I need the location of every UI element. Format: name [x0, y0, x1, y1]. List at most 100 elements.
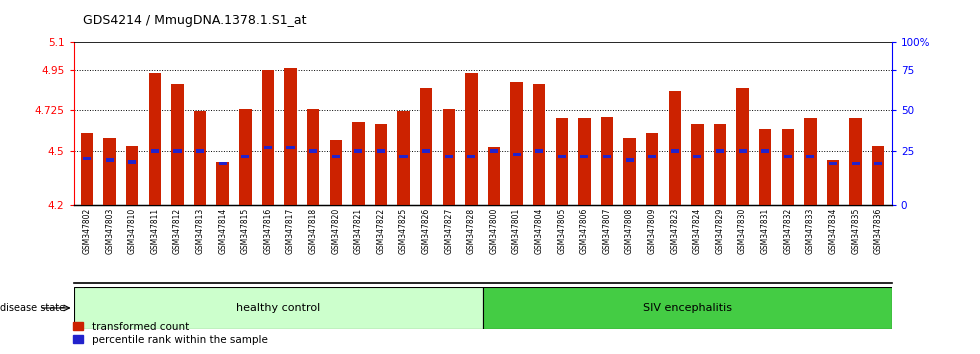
Bar [286, 146, 295, 149]
Bar [262, 70, 274, 205]
Text: GSM347808: GSM347808 [625, 208, 634, 254]
Text: GSM347834: GSM347834 [828, 208, 838, 254]
Text: GSM347814: GSM347814 [219, 208, 227, 254]
Bar [670, 149, 679, 153]
Text: healthy control: healthy control [236, 303, 320, 313]
Bar [374, 124, 387, 205]
Bar [397, 111, 410, 205]
Text: GSM347821: GSM347821 [354, 208, 363, 254]
Bar [217, 162, 229, 205]
Bar [668, 91, 681, 205]
Bar [352, 122, 365, 205]
Bar [329, 140, 342, 205]
Text: GSM347820: GSM347820 [331, 208, 340, 254]
Bar [716, 149, 724, 153]
Bar [307, 109, 319, 205]
Bar [445, 155, 453, 158]
Bar [309, 149, 318, 153]
Text: GSM347802: GSM347802 [82, 208, 91, 254]
Bar [284, 68, 297, 205]
Bar [74, 287, 482, 329]
Bar [623, 138, 636, 205]
Text: GSM347824: GSM347824 [693, 208, 702, 254]
Bar [850, 119, 861, 205]
Text: GSM347804: GSM347804 [535, 208, 544, 254]
Text: GSM347809: GSM347809 [648, 208, 657, 254]
Bar [80, 133, 93, 205]
Bar [467, 155, 475, 158]
Bar [805, 119, 816, 205]
Text: GDS4214 / MmugDNA.1378.1.S1_at: GDS4214 / MmugDNA.1378.1.S1_at [83, 14, 307, 27]
Text: GSM347835: GSM347835 [852, 208, 860, 254]
Text: GSM347806: GSM347806 [580, 208, 589, 254]
Bar [488, 147, 500, 205]
Bar [377, 149, 385, 153]
Text: GSM347829: GSM347829 [715, 208, 724, 254]
Bar [535, 149, 543, 153]
Text: GSM347811: GSM347811 [150, 208, 160, 254]
Bar [241, 155, 249, 158]
Text: GSM347823: GSM347823 [670, 208, 679, 254]
Bar [601, 117, 613, 205]
Text: GSM347818: GSM347818 [309, 208, 318, 254]
Bar [533, 84, 546, 205]
Bar [83, 157, 91, 160]
Bar [556, 119, 568, 205]
Bar [691, 124, 704, 205]
Bar [104, 138, 116, 205]
Bar [219, 162, 226, 165]
Text: GSM347801: GSM347801 [513, 208, 521, 254]
Text: GSM347817: GSM347817 [286, 208, 295, 254]
Legend: transformed count, percentile rank within the sample: transformed count, percentile rank withi… [69, 317, 271, 349]
Bar [422, 149, 430, 153]
Bar [603, 155, 611, 158]
Bar [807, 155, 814, 158]
Bar [511, 82, 522, 205]
Bar [852, 162, 859, 165]
Bar [264, 146, 271, 149]
Bar [782, 129, 794, 205]
Bar [694, 155, 702, 158]
Bar [646, 133, 659, 205]
Text: GSM347805: GSM347805 [558, 208, 566, 254]
Text: GSM347813: GSM347813 [196, 208, 205, 254]
Bar [827, 160, 839, 205]
Bar [128, 160, 136, 164]
Bar [558, 155, 565, 158]
Bar [580, 155, 588, 158]
Text: GSM347825: GSM347825 [399, 208, 408, 254]
Text: GSM347810: GSM347810 [127, 208, 137, 254]
Text: GSM347800: GSM347800 [489, 208, 499, 254]
Text: GSM347830: GSM347830 [738, 208, 747, 254]
Bar [173, 149, 181, 153]
Bar [829, 162, 837, 165]
Bar [466, 73, 477, 205]
Text: GSM347836: GSM347836 [874, 208, 883, 254]
Bar [106, 159, 114, 162]
Bar [490, 149, 498, 153]
Bar [400, 155, 408, 158]
Bar [194, 111, 207, 205]
Text: GSM347831: GSM347831 [760, 208, 769, 254]
Text: GSM347816: GSM347816 [264, 208, 272, 254]
Bar [126, 145, 138, 205]
Text: GSM347828: GSM347828 [466, 208, 476, 254]
Bar [419, 88, 432, 205]
Bar [196, 149, 204, 153]
Bar [761, 149, 769, 153]
Bar [172, 84, 183, 205]
Bar [736, 88, 749, 205]
Text: GSM347812: GSM347812 [173, 208, 182, 254]
Text: GSM347815: GSM347815 [241, 208, 250, 254]
Bar [784, 155, 792, 158]
Text: GSM347822: GSM347822 [376, 208, 385, 254]
Bar [625, 159, 634, 162]
Bar [513, 153, 520, 156]
Bar [713, 124, 726, 205]
Bar [443, 109, 455, 205]
Bar [239, 109, 252, 205]
Text: disease state: disease state [0, 303, 65, 313]
Text: GSM347803: GSM347803 [105, 208, 114, 254]
Bar [759, 129, 771, 205]
Bar [355, 149, 363, 153]
